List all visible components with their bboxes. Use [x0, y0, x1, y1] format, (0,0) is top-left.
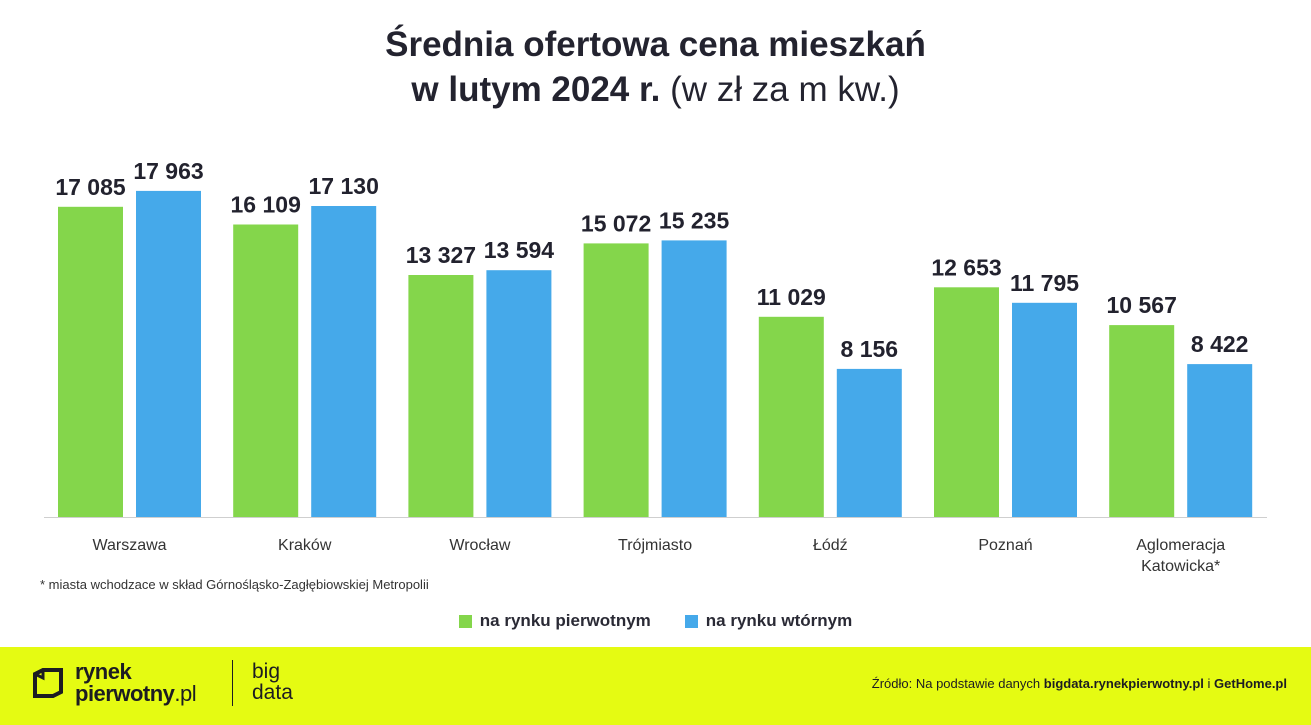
value-label-secondary-5: 11 795: [1010, 270, 1079, 296]
chart-title: Średnia ofertowa cena mieszkań w lutym 2…: [0, 22, 1311, 112]
logo-line-1: rynek: [75, 659, 132, 684]
bar-secondary-1: [311, 206, 377, 517]
bar-primary-3: [583, 243, 649, 517]
bigdata-logo[interactable]: big data: [252, 661, 293, 703]
bar-secondary-5: [1012, 302, 1077, 517]
value-label-primary-5: 12 653: [931, 254, 1001, 280]
logo-text: rynek pierwotny.pl: [75, 659, 197, 706]
bar-secondary-0: [136, 190, 201, 517]
legend-item-primary: na rynku pierwotnym: [458, 611, 651, 631]
value-label-primary-2: 13 327: [406, 242, 476, 268]
source-conjunction: i: [1207, 676, 1211, 691]
title-line-1: Średnia ofertowa cena mieszkań: [385, 25, 926, 64]
rynekpierwotny-logo[interactable]: rynek pierwotny.pl: [31, 659, 197, 706]
source-note: Źródło: Na podstawie danych bigdata.ryne…: [872, 676, 1287, 691]
value-label-secondary-0: 17 963: [133, 158, 203, 184]
title-date: w lutym 2024 r.: [411, 70, 661, 109]
legend: na rynku pierwotnym na rynku wtórnym: [0, 611, 1311, 631]
title-line-2: w lutym 2024 r. (w zł za m kw.): [0, 67, 1311, 112]
bar-secondary-6: [1187, 364, 1253, 517]
bar-primary-1: [233, 224, 299, 517]
bar-primary-6: [1109, 325, 1175, 517]
footer-bar: rynek pierwotny.pl big data Źródło: Na p…: [0, 647, 1311, 725]
value-label-secondary-4: 8 156: [841, 336, 899, 362]
legend-label-primary: na rynku pierwotnym: [479, 611, 651, 630]
value-label-secondary-1: 17 130: [309, 173, 379, 199]
value-label-primary-0: 17 085: [55, 174, 126, 200]
legend-item-secondary: na rynku wtórnym: [684, 611, 853, 631]
category-label-5: Poznań: [978, 537, 1032, 554]
bar-primary-0: [58, 206, 123, 518]
value-label-primary-3: 15 072: [581, 210, 651, 236]
bar-primary-5: [934, 287, 999, 517]
bar-secondary-2: [486, 270, 552, 517]
source-link-gethome[interactable]: GetHome.pl: [1214, 676, 1287, 691]
value-label-secondary-2: 13 594: [484, 237, 555, 263]
value-label-primary-4: 11 029: [757, 284, 826, 310]
bar-secondary-4: [836, 368, 902, 517]
category-label-1: Kraków: [278, 537, 332, 554]
bigdata-line-2: data: [252, 681, 293, 704]
value-label-primary-6: 10 567: [1107, 292, 1177, 318]
category-label-3: Trójmiasto: [618, 537, 692, 554]
bar-secondary-3: [661, 240, 727, 517]
value-label-secondary-6: 8 422: [1191, 331, 1249, 357]
source-prefix: Źródło: Na podstawie danych: [871, 676, 1041, 691]
category-label-0: Warszawa: [92, 537, 166, 554]
category-label-6: Aglomeracja Katowicka*: [1136, 537, 1225, 575]
value-label-primary-1: 16 109: [231, 192, 301, 218]
category-label-2: Wrocław: [449, 537, 510, 554]
bar-primary-2: [408, 275, 474, 517]
value-label-secondary-3: 15 235: [659, 207, 730, 233]
title-unit: (w zł za m kw.): [670, 70, 900, 109]
bigdata-line-1: big: [252, 660, 281, 683]
footnote: * miasta wchodzace w skład Górnośląsko-Z…: [40, 577, 429, 592]
legend-swatch-secondary: [684, 614, 698, 628]
source-link-bigdata[interactable]: bigdata.rynekpierwotny.pl: [1043, 676, 1204, 691]
legend-swatch-primary: [458, 614, 472, 628]
category-label-4: Łódź: [813, 537, 848, 554]
bar-primary-4: [758, 316, 824, 517]
logo-divider: [232, 660, 233, 706]
legend-label-secondary: na rynku wtórnym: [705, 611, 853, 630]
logo-mark-icon: [33, 668, 63, 698]
bar-chart: 17 085 17 963 Warszawa 16 109 17 130 Kraków 13…: [44, 158, 1267, 575]
logo-line-2: pierwotny.pl: [75, 681, 197, 706]
